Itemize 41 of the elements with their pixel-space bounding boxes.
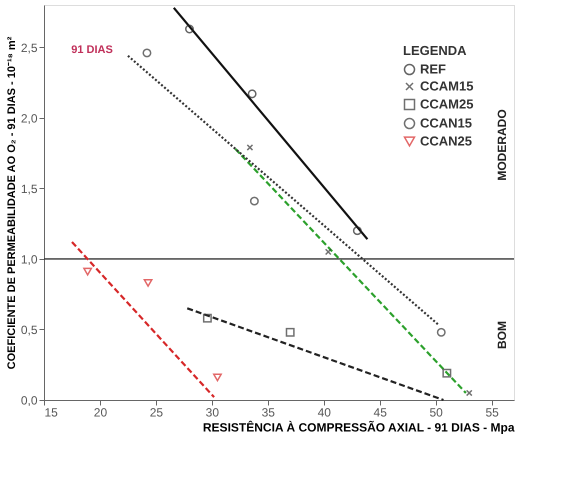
x-tick-label: 55	[485, 406, 500, 420]
point	[248, 89, 257, 98]
legend-label: REF	[420, 62, 446, 76]
point	[202, 314, 212, 323]
legend-label: CCAM15	[420, 78, 474, 94]
y-tick-label: 0,5	[20, 322, 38, 337]
point	[83, 268, 92, 276]
y-tick-label: 1,0	[20, 252, 38, 266]
y-tick-label: 2,5	[20, 40, 38, 55]
legend-label: CCAM25	[420, 96, 474, 112]
point	[442, 368, 452, 378]
point	[142, 48, 152, 58]
x-tick-label: 25	[150, 406, 164, 420]
annotation: BOM	[495, 321, 509, 349]
x-tick-label: 15	[44, 406, 58, 420]
point	[352, 226, 362, 236]
legend-title: LEGENDA	[403, 43, 468, 58]
legend-label: CCAN15	[420, 116, 472, 130]
point	[212, 373, 222, 382]
point	[250, 196, 259, 206]
point	[144, 278, 153, 287]
point	[286, 328, 295, 337]
point	[246, 144, 254, 151]
x-tick-label: 30	[206, 406, 220, 420]
y-tick-label: 1,5	[20, 182, 38, 196]
annotation: 91 DIAS	[71, 44, 113, 56]
legend-label: CCAN25	[420, 134, 472, 148]
y-tick-label: 0,0	[20, 394, 38, 408]
x-axis-title: RESISTÊNCIA À COMPRESSÃO AXIAL - 91 DIAS - Mpa	[202, 420, 515, 434]
annotation: MODERADO	[495, 109, 509, 181]
point	[324, 248, 332, 256]
point	[436, 328, 446, 337]
x-tick-label: 50	[429, 406, 444, 420]
x-tick-label: 20	[94, 406, 108, 420]
x-tick-label: 35	[262, 406, 276, 420]
point	[466, 390, 473, 396]
y-axis-title: COEFICIENTE DE PERMEABILIDADE AO O₂ - 91 DIAS - 10⁻¹⁸ m²	[6, 36, 18, 370]
x-tick-label: 45	[374, 406, 388, 420]
point	[185, 24, 194, 34]
y-tick-label: 2,0	[20, 111, 38, 126]
x-tick-label: 40	[318, 406, 332, 420]
